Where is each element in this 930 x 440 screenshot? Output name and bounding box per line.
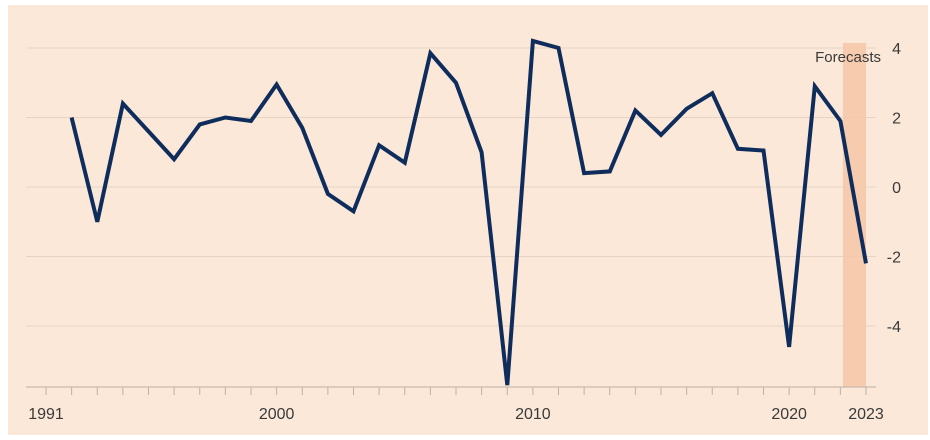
x-tick-label: 2020 [771, 406, 807, 423]
chart-panel: 4 2 0 -2 -4 Forecasts 1991 2000 2010 2020 2023 [8, 5, 928, 435]
x-axis [26, 387, 876, 395]
forecast-shading [843, 43, 866, 387]
line-chart: 4 2 0 -2 -4 Forecasts 1991 2000 2010 2020 2023 [8, 5, 928, 435]
tick-labels: 4 2 0 -2 -4 Forecasts 1991 2000 2010 2020 2023 [28, 41, 901, 423]
y-tick-label: -4 [887, 319, 901, 336]
x-tick-label: 2023 [848, 406, 884, 423]
forecast-band [843, 43, 866, 387]
series-line [72, 41, 866, 385]
y-tick-label: 2 [892, 111, 901, 128]
y-tick-label: 0 [892, 180, 901, 197]
series-lines [72, 41, 867, 385]
y-tick-label: -2 [887, 250, 901, 267]
y-tick-label: 4 [892, 41, 901, 58]
forecast-label: Forecasts [815, 49, 881, 66]
x-tick-label: 1991 [28, 406, 64, 423]
gridlines [26, 48, 876, 326]
x-tick-label: 2000 [259, 406, 295, 423]
x-tick-label: 2010 [515, 406, 551, 423]
